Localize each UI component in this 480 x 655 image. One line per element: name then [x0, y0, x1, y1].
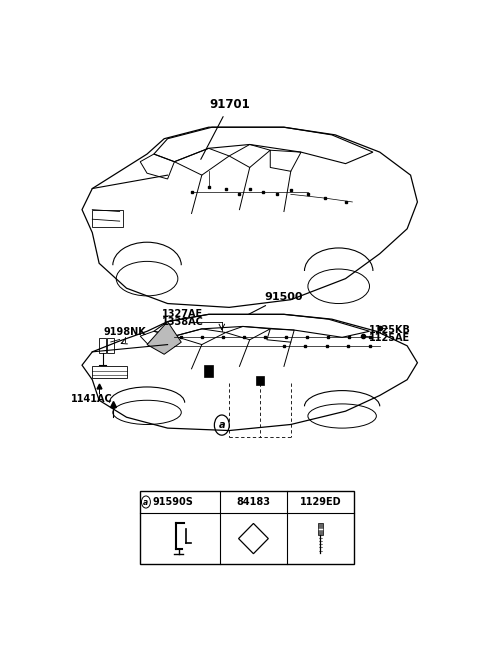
Text: 91500: 91500 — [249, 291, 302, 314]
Bar — [107, 338, 114, 353]
Bar — [99, 338, 106, 353]
Bar — [92, 210, 123, 227]
Text: a: a — [218, 420, 225, 430]
Text: 1125KB: 1125KB — [369, 325, 410, 335]
Bar — [318, 523, 323, 534]
Text: 1129ED: 1129ED — [300, 497, 341, 507]
Polygon shape — [147, 322, 181, 354]
Bar — [140, 491, 354, 564]
Text: 91590S: 91590S — [153, 497, 193, 507]
Text: 84183: 84183 — [237, 497, 270, 507]
Text: a: a — [144, 498, 148, 506]
Text: 1125AE: 1125AE — [369, 333, 410, 343]
Text: 1141AC: 1141AC — [71, 394, 112, 404]
Text: 91701: 91701 — [201, 98, 250, 159]
Bar — [256, 376, 264, 384]
Text: 9198NK: 9198NK — [104, 327, 146, 337]
Text: 1327AE: 1327AE — [162, 309, 204, 318]
Bar — [204, 365, 213, 377]
Text: 1338AC: 1338AC — [162, 317, 204, 327]
Bar — [92, 366, 127, 379]
